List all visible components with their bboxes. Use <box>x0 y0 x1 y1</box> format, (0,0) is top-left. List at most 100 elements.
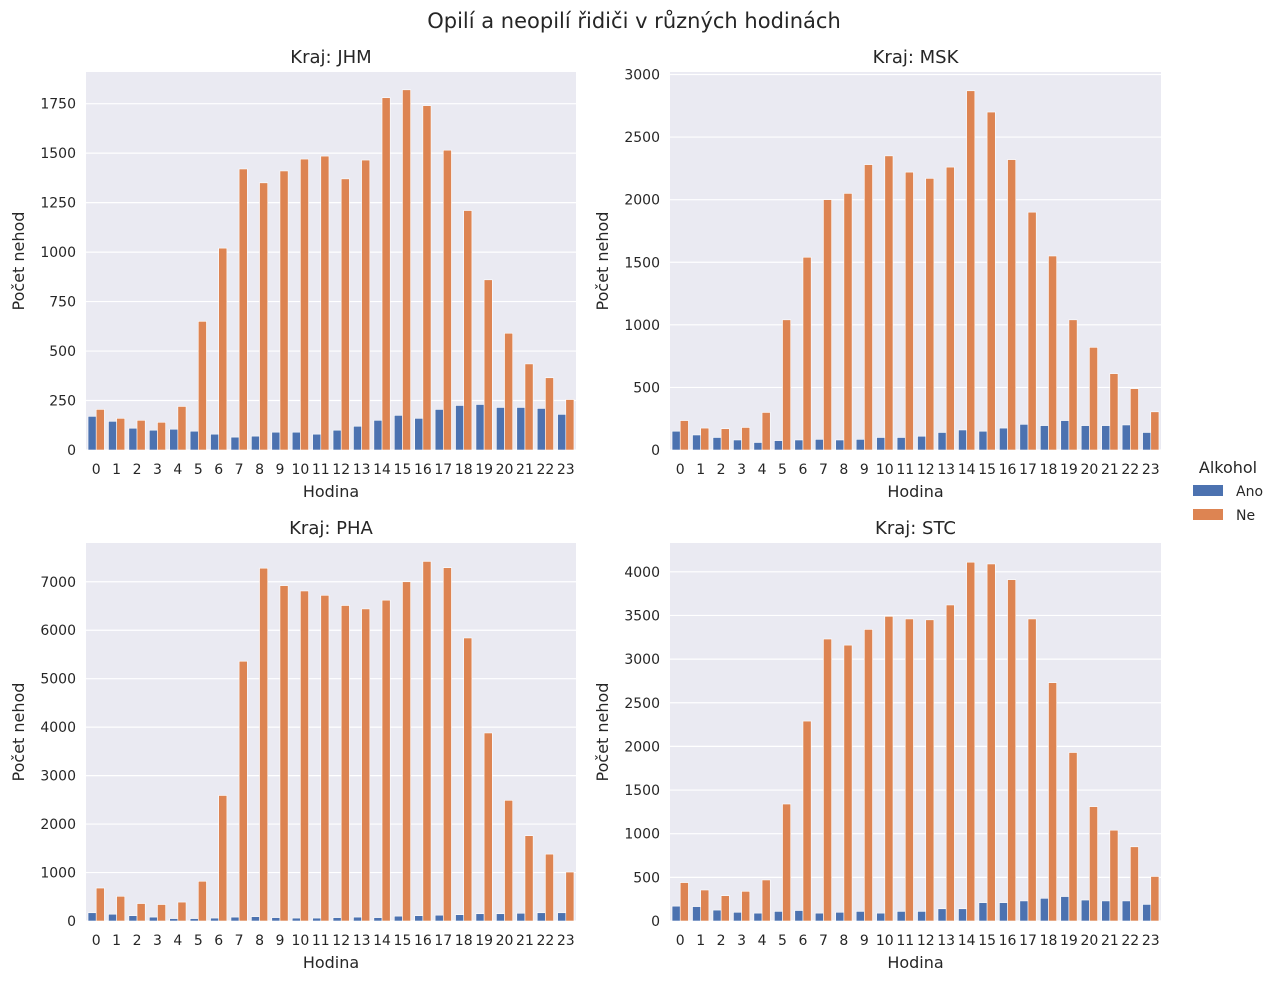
bar-ne-3 <box>741 427 751 451</box>
y-axis-label: Počet nehod <box>593 212 612 311</box>
x-tick-label: 7 <box>819 462 828 478</box>
bar-ne-7 <box>238 660 248 922</box>
bar-ano-13 <box>937 432 947 451</box>
bar-ne-8 <box>843 644 853 922</box>
bar-ano-3 <box>733 911 742 922</box>
bar-ano-15 <box>393 415 403 451</box>
y-tick-label: 1500 <box>40 146 76 162</box>
bar-ano-14 <box>373 917 383 922</box>
x-tick-label: 6 <box>799 933 808 949</box>
bar-ne-0 <box>679 882 689 922</box>
x-tick-label: 16 <box>999 933 1017 949</box>
bar-ne-16 <box>1007 159 1017 451</box>
bar-ano-20 <box>496 407 505 451</box>
legend-swatch-ne <box>1193 509 1223 520</box>
bar-ne-6 <box>218 795 228 922</box>
x-tick-label: 13 <box>353 933 371 949</box>
x-tick-label: 23 <box>1142 462 1160 478</box>
x-tick-label: 11 <box>896 933 914 949</box>
bar-ne-23 <box>1150 411 1160 451</box>
y-tick-label: 3000 <box>624 652 660 668</box>
bar-ne-22 <box>545 377 554 451</box>
x-tick-label: 11 <box>896 462 914 478</box>
x-tick-label: 15 <box>394 933 412 949</box>
x-tick-label: 16 <box>414 462 432 478</box>
bar-ne-10 <box>884 616 894 922</box>
bar-ne-18 <box>1048 682 1057 922</box>
x-tick-label: 8 <box>839 462 848 478</box>
bar-ne-2 <box>720 428 730 451</box>
x-tick-label: 9 <box>275 462 284 478</box>
bar-ne-19 <box>483 732 493 922</box>
x-tick-label: 17 <box>1019 462 1037 478</box>
bar-ne-0 <box>95 409 105 451</box>
bar-ano-1 <box>692 906 701 922</box>
bar-ano-4 <box>169 918 179 922</box>
x-tick-label: 17 <box>1019 933 1037 949</box>
y-axis-label: Počet nehod <box>593 683 612 782</box>
x-tick-label: 6 <box>214 933 223 949</box>
bar-ne-16 <box>422 105 432 451</box>
bar-ne-14 <box>381 97 391 451</box>
y-tick-label: 500 <box>49 344 76 360</box>
x-tick-label: 0 <box>92 933 101 949</box>
x-tick-label: 3 <box>737 933 746 949</box>
bar-ne-18 <box>463 637 473 922</box>
bar-ne-20 <box>504 332 514 451</box>
x-tick-label: 13 <box>353 462 371 478</box>
bar-ne-6 <box>802 720 812 922</box>
x-tick-label: 16 <box>414 933 432 949</box>
bar-ano-6 <box>794 439 804 451</box>
bar-ne-7 <box>823 199 832 451</box>
bar-ne-19 <box>1068 752 1078 922</box>
bar-ano-4 <box>169 428 179 451</box>
x-tick-label: 22 <box>536 462 554 478</box>
bar-ano-8 <box>251 916 260 922</box>
y-tick-label: 5000 <box>40 672 76 688</box>
bar-ano-19 <box>475 913 485 922</box>
x-tick-label: 10 <box>876 462 894 478</box>
bar-ano-9 <box>271 917 281 922</box>
x-tick-label: 7 <box>819 933 828 949</box>
bar-ano-16 <box>414 418 424 451</box>
x-tick-label: 19 <box>1060 933 1078 949</box>
y-axis-label: Počet nehod <box>9 683 28 782</box>
y-tick-label: 4000 <box>40 720 76 736</box>
x-tick-label: 14 <box>373 933 391 949</box>
bar-ne-18 <box>1048 255 1057 451</box>
bar-ne-9 <box>864 164 873 451</box>
bar-ne-15 <box>986 563 996 922</box>
x-tick-label: 16 <box>999 462 1017 478</box>
bar-ne-13 <box>361 608 371 922</box>
x-tick-label: 4 <box>758 933 767 949</box>
bar-ne-11 <box>320 155 330 451</box>
bar-ano-12 <box>332 917 342 922</box>
bar-ano-19 <box>1060 896 1070 922</box>
legend: Alkohol Ano Ne <box>1193 458 1263 524</box>
x-tick-label: 18 <box>1040 462 1058 478</box>
bar-ano-15 <box>978 430 988 451</box>
bar-ano-10 <box>876 912 886 922</box>
x-tick-label: 19 <box>475 933 493 949</box>
bar-ano-15 <box>978 902 988 922</box>
bar-ano-5 <box>189 918 199 922</box>
bar-ne-9 <box>864 629 873 922</box>
bar-ne-16 <box>422 561 432 922</box>
x-tick-label: 10 <box>876 933 894 949</box>
x-tick-label: 22 <box>536 933 554 949</box>
bar-ano-21 <box>1101 900 1111 922</box>
y-tick-label: 0 <box>651 914 660 930</box>
bar-ne-17 <box>1027 211 1037 451</box>
bar-ano-8 <box>251 435 260 451</box>
bar-ano-22 <box>536 912 546 922</box>
y-tick-label: 2000 <box>624 193 660 209</box>
x-axis-label: Hodina <box>303 953 359 972</box>
y-tick-label: 3000 <box>624 68 660 84</box>
x-tick-label: 12 <box>917 462 935 478</box>
bar-ano-18 <box>1039 425 1049 451</box>
x-tick-label: 6 <box>214 462 223 478</box>
bar-ne-8 <box>843 193 853 451</box>
